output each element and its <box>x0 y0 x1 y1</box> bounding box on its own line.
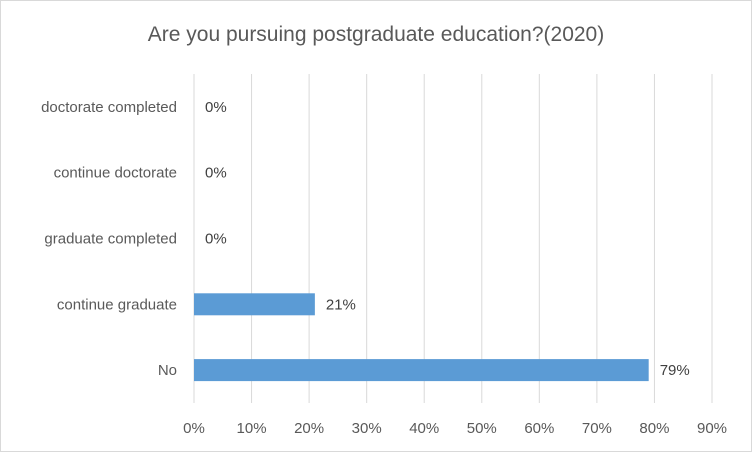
x-tick-labels: 0% 10% 20% 30% 40% 50% 60% 70% 80% 90% <box>183 420 727 437</box>
data-labels: 0% 0% 0% 21% 79% <box>205 99 690 379</box>
category-label: continue graduate <box>57 296 177 313</box>
data-label: 79% <box>660 362 690 379</box>
data-label: 0% <box>205 165 227 182</box>
x-tick-label: 0% <box>183 420 205 437</box>
data-label: 21% <box>326 296 356 313</box>
data-label: 0% <box>205 231 227 248</box>
data-label: 0% <box>205 99 227 116</box>
x-tick-label: 50% <box>467 420 497 437</box>
x-tick-label: 90% <box>697 420 727 437</box>
chart-title: Are you pursuing postgraduate education?… <box>148 23 604 46</box>
x-tick-label: 10% <box>237 420 267 437</box>
gridlines <box>193 74 713 403</box>
x-tick-label: 20% <box>294 420 324 437</box>
x-tick-label: 80% <box>639 420 669 437</box>
x-tick-label: 60% <box>524 420 554 437</box>
category-label: continue doctorate <box>54 165 177 182</box>
category-label: graduate completed <box>44 231 177 248</box>
x-tick-label: 40% <box>409 420 439 437</box>
bars <box>194 293 649 382</box>
bar <box>194 293 315 316</box>
category-labels: doctorate completed continue doctorate gra… <box>41 99 177 379</box>
category-label: No <box>158 362 177 379</box>
category-label: doctorate completed <box>41 99 177 116</box>
bar <box>194 359 649 382</box>
x-tick-label: 30% <box>352 420 382 437</box>
x-tick-label: 70% <box>582 420 612 437</box>
